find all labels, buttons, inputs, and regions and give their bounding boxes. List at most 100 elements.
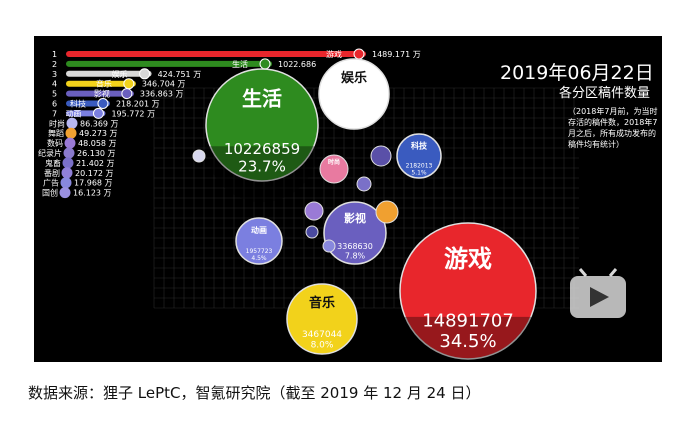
bar-row: 国创 16.123 万 <box>42 187 112 199</box>
play-triangle <box>590 287 609 307</box>
bar-value: 424.751 万 <box>158 70 202 79</box>
bar <box>66 70 152 77</box>
bubble-circle <box>322 239 336 253</box>
bar-label: 广告 <box>43 178 59 188</box>
bubble-circle <box>192 149 206 163</box>
bar-rank: 2 <box>52 60 57 69</box>
bubble <box>305 225 319 239</box>
bar-value: 86.369 万 <box>80 119 119 128</box>
bubble-label: 娱乐 <box>341 70 367 86</box>
bubble-label: 影视 <box>344 211 366 225</box>
bar-value: 26.130 万 <box>77 149 116 158</box>
bar-rank: 7 <box>52 109 57 118</box>
bar-icon <box>97 98 109 109</box>
bubble <box>370 145 392 167</box>
bubble-count: 2182013 <box>406 162 433 169</box>
bar-icon <box>353 48 365 60</box>
bar-value: 21.402 万 <box>76 159 115 168</box>
chart-svg: 1 游戏 1489.171 万2 生活 1022.6863 娱乐 424.751 万4 音乐 3… <box>38 48 626 362</box>
bar-value: 218.201 万 <box>116 100 160 109</box>
bar-label: 国创 <box>42 188 58 198</box>
bar-row: 纪录片 26.130 万 <box>38 147 116 159</box>
bar-row: 舞蹈 49.273 万 <box>48 127 118 139</box>
chart-subtitle: 各分区稿件数量 <box>558 86 650 101</box>
bar-icon <box>92 107 104 119</box>
bar-icon <box>62 157 74 169</box>
bar-icon <box>59 187 71 199</box>
bubble <box>322 239 336 253</box>
bar-value: 346.704 万 <box>142 80 186 89</box>
bubble-label: 动画 <box>251 225 267 235</box>
bubble-percent: 34.5% <box>439 331 496 352</box>
bar-label: 舞蹈 <box>48 128 64 138</box>
bar-row: 鬼畜 21.402 万 <box>45 157 115 169</box>
bar-label: 数码 <box>47 138 63 148</box>
bubble-circle <box>396 133 442 179</box>
bubble <box>356 176 372 192</box>
bubble <box>304 201 324 221</box>
bar-label: 鬼畜 <box>45 158 61 168</box>
bubble-count: 14891707 <box>422 310 514 331</box>
bubble-percent: 8.0% <box>311 341 334 351</box>
bubble-circle <box>304 201 324 221</box>
bar-label: 影视 <box>94 89 110 99</box>
chart-note: （2018年7月前，为当时存活的稿件数，2018年7月之后，所有成功发布的稿件均… <box>568 107 658 149</box>
bar-row: 6 科技 218.201 万 <box>52 98 160 109</box>
bubble-circle <box>375 200 399 224</box>
bar-value: 336.863 万 <box>140 90 184 99</box>
bubble-label: 时尚 <box>328 158 340 166</box>
bubble-shade <box>400 316 536 362</box>
bar-icon <box>61 167 73 179</box>
bar-label: 音乐 <box>96 79 112 89</box>
bar-row: 5 影视 336.863 万 <box>52 88 184 100</box>
bubble-count: 10226859 <box>224 140 300 158</box>
bubble-count: 1957723 <box>246 248 273 255</box>
bubble-circle <box>286 283 358 355</box>
bubble-circle <box>318 58 390 130</box>
bubble-circle <box>319 154 349 184</box>
bar-icon <box>66 117 78 129</box>
bar-value: 48.058 万 <box>78 139 117 148</box>
bubble <box>375 200 399 224</box>
bar-label: 科技 <box>70 99 86 109</box>
bar-icon <box>60 177 72 189</box>
bar-label: 番剧 <box>44 168 60 178</box>
bubble-circle <box>370 145 392 167</box>
source-caption: 数据来源：狸子 LePtC，智氪研究院（截至 2019 年 12 月 24 日） <box>28 384 481 402</box>
bubble-percent: 4.5% <box>251 255 267 262</box>
bar-row: 数码 48.058 万 <box>47 137 117 149</box>
bubble-circle <box>356 176 372 192</box>
bar-label: 娱乐 <box>112 69 128 79</box>
bar-rank: 6 <box>52 100 57 109</box>
bar-icon <box>64 137 76 149</box>
bar-label: 纪录片 <box>38 148 62 158</box>
bar-value: 49.273 万 <box>79 129 118 138</box>
bar-icon <box>259 58 271 70</box>
bar-icon <box>123 78 135 90</box>
bar-row: 时尚 86.369 万 <box>49 117 119 129</box>
bar-rank: 3 <box>52 70 57 79</box>
bar-row: 3 娱乐 424.751 万 <box>52 68 202 80</box>
bar-row: 广告 17.968 万 <box>43 177 113 189</box>
bar-label: 生活 <box>232 59 248 69</box>
play-antenna <box>608 268 618 277</box>
bar-row: 番剧 20.172 万 <box>44 167 114 179</box>
bar <box>66 60 273 67</box>
bubble-count: 3368630 <box>337 242 373 251</box>
bar-rank: 1 <box>52 50 57 59</box>
bubble-label: 科技 <box>411 140 428 150</box>
bubble-circle <box>305 225 319 239</box>
bar-label: 游戏 <box>326 49 342 59</box>
bubble-circle <box>323 201 387 265</box>
bubble-shade <box>206 146 318 203</box>
bar-label: 时尚 <box>49 118 65 128</box>
bubble-percent: 9.8% <box>343 116 366 126</box>
bubble-count: 3467044 <box>302 330 342 340</box>
date-label: 2019年06月22日 <box>500 62 654 84</box>
play-button-icon <box>570 268 626 318</box>
